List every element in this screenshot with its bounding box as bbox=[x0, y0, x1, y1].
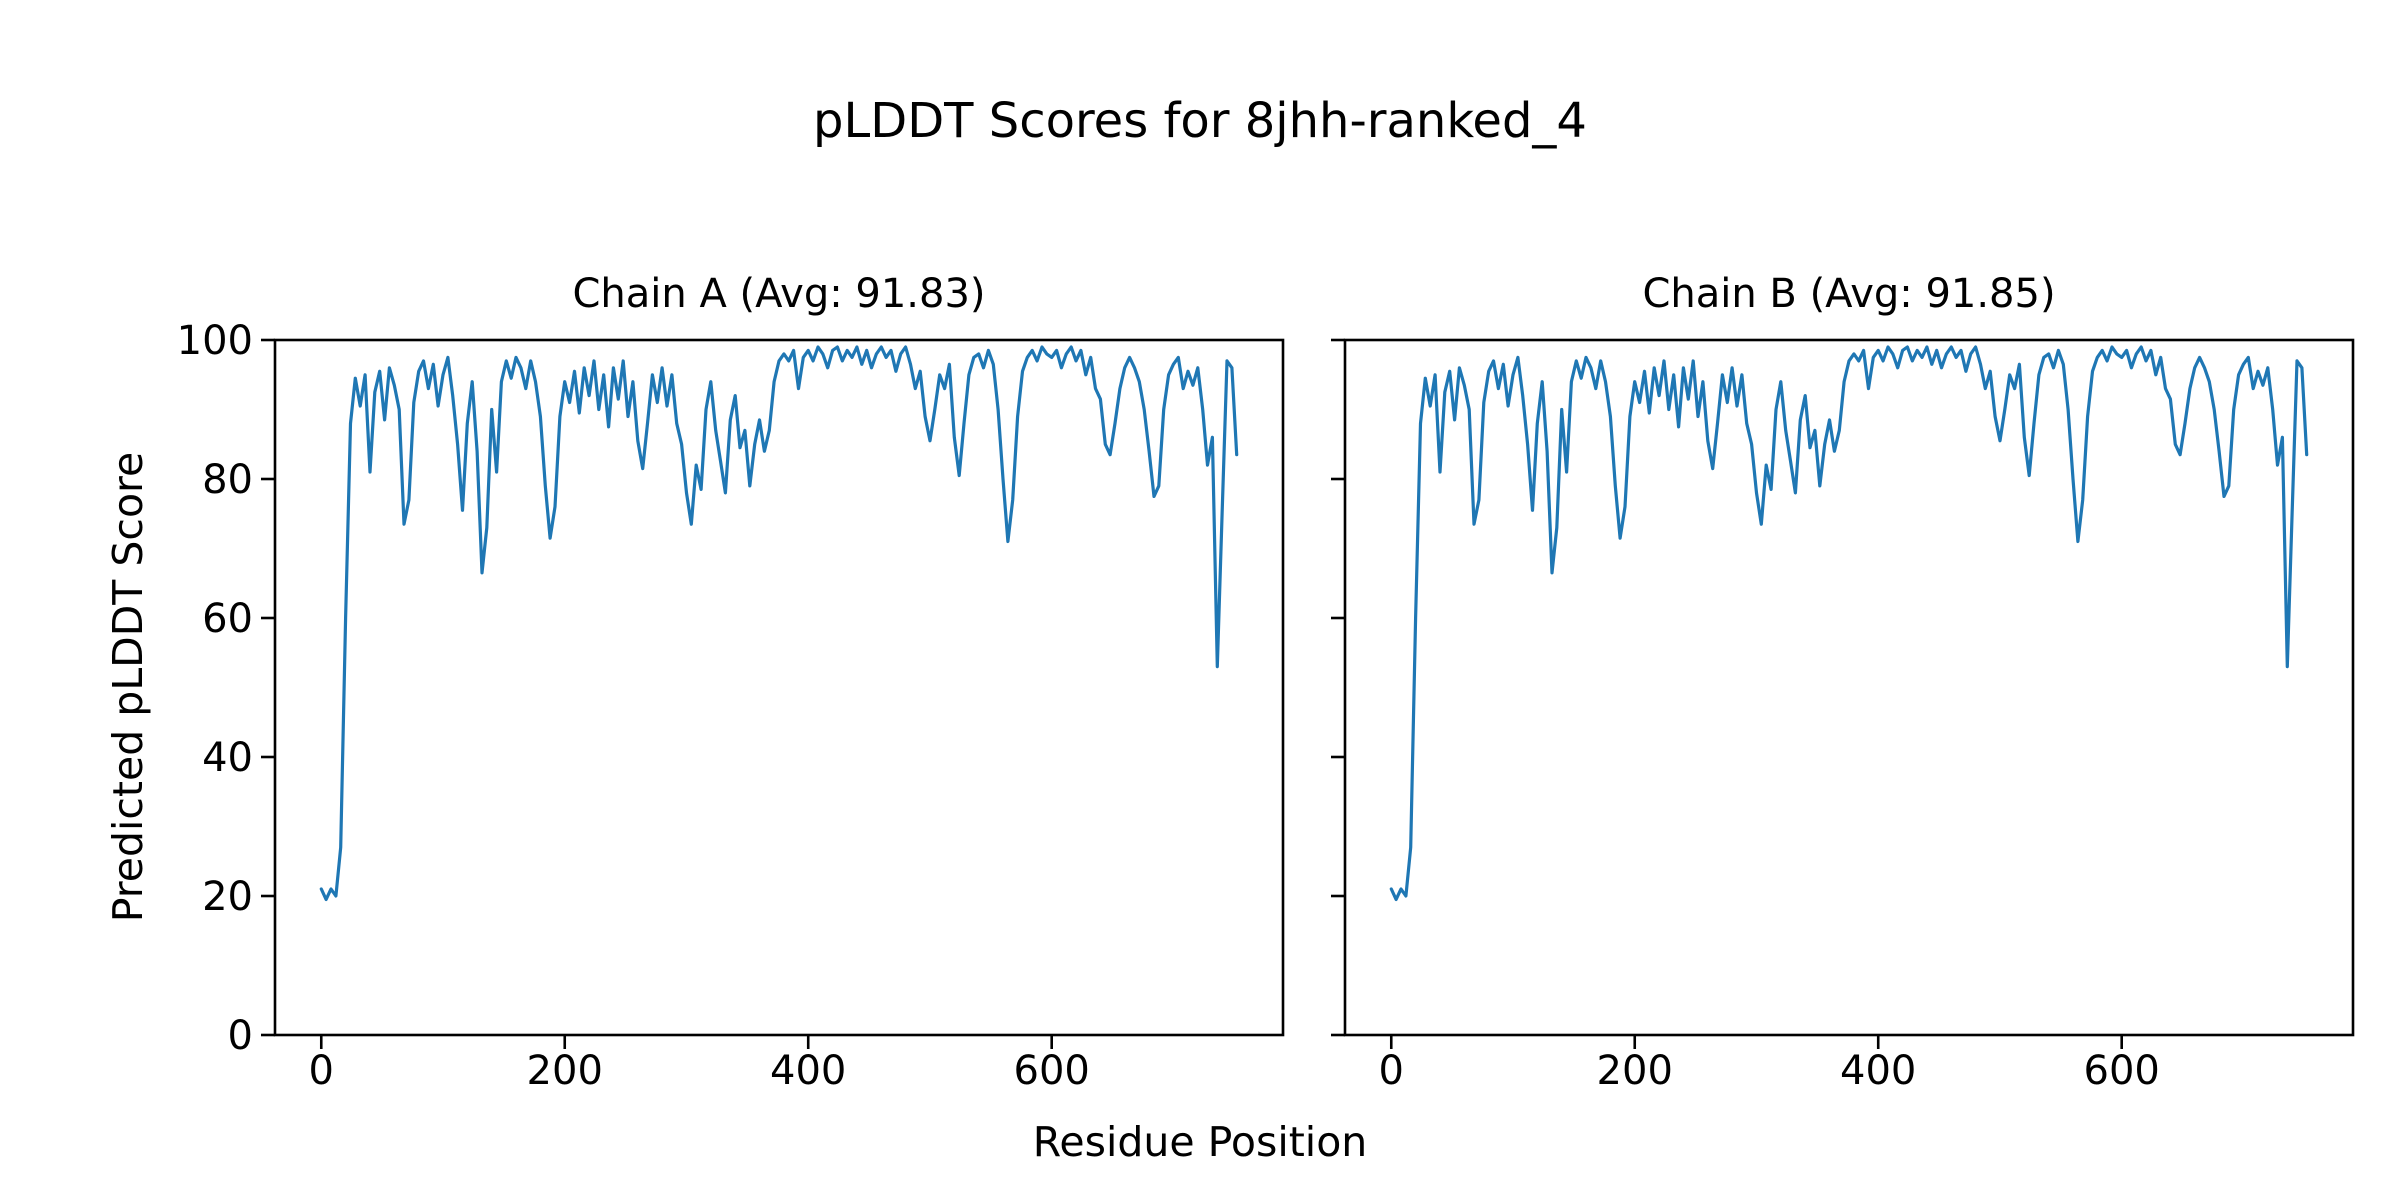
y-tick-label: 100 bbox=[177, 318, 253, 364]
x-axis-label: Residue Position bbox=[1032, 1118, 1368, 1166]
x-tick-label: 400 bbox=[1840, 1048, 1916, 1094]
x-tick-label: 0 bbox=[1379, 1048, 1404, 1094]
x-tick-label: 200 bbox=[527, 1048, 603, 1094]
figure-title: pLDDT Scores for 8jhh-ranked_4 bbox=[813, 93, 1587, 149]
x-tick-label: 600 bbox=[1014, 1048, 1090, 1094]
plddt-line bbox=[319, 345, 1239, 902]
chain-b-title: Chain B (Avg: 91.85) bbox=[1642, 271, 2056, 317]
x-tick-label: 600 bbox=[2084, 1048, 2160, 1094]
y-tick-label: 20 bbox=[202, 874, 253, 920]
chain-a-title: Chain A (Avg: 91.83) bbox=[572, 271, 986, 317]
plddt-line bbox=[1389, 345, 2309, 902]
y-tick-label: 40 bbox=[202, 735, 253, 781]
y-tick-label: 80 bbox=[202, 457, 253, 503]
axes-spines bbox=[273, 338, 1285, 1037]
x-tick-label: 200 bbox=[1597, 1048, 1673, 1094]
x-tick-label: 0 bbox=[309, 1048, 334, 1094]
y-tick-label: 0 bbox=[228, 1013, 253, 1059]
y-axis-label: Predicted pLDDT Score bbox=[104, 451, 152, 923]
y-tick-label: 60 bbox=[202, 596, 253, 642]
x-tick-label: 400 bbox=[770, 1048, 846, 1094]
axes-spines bbox=[1343, 338, 2355, 1037]
